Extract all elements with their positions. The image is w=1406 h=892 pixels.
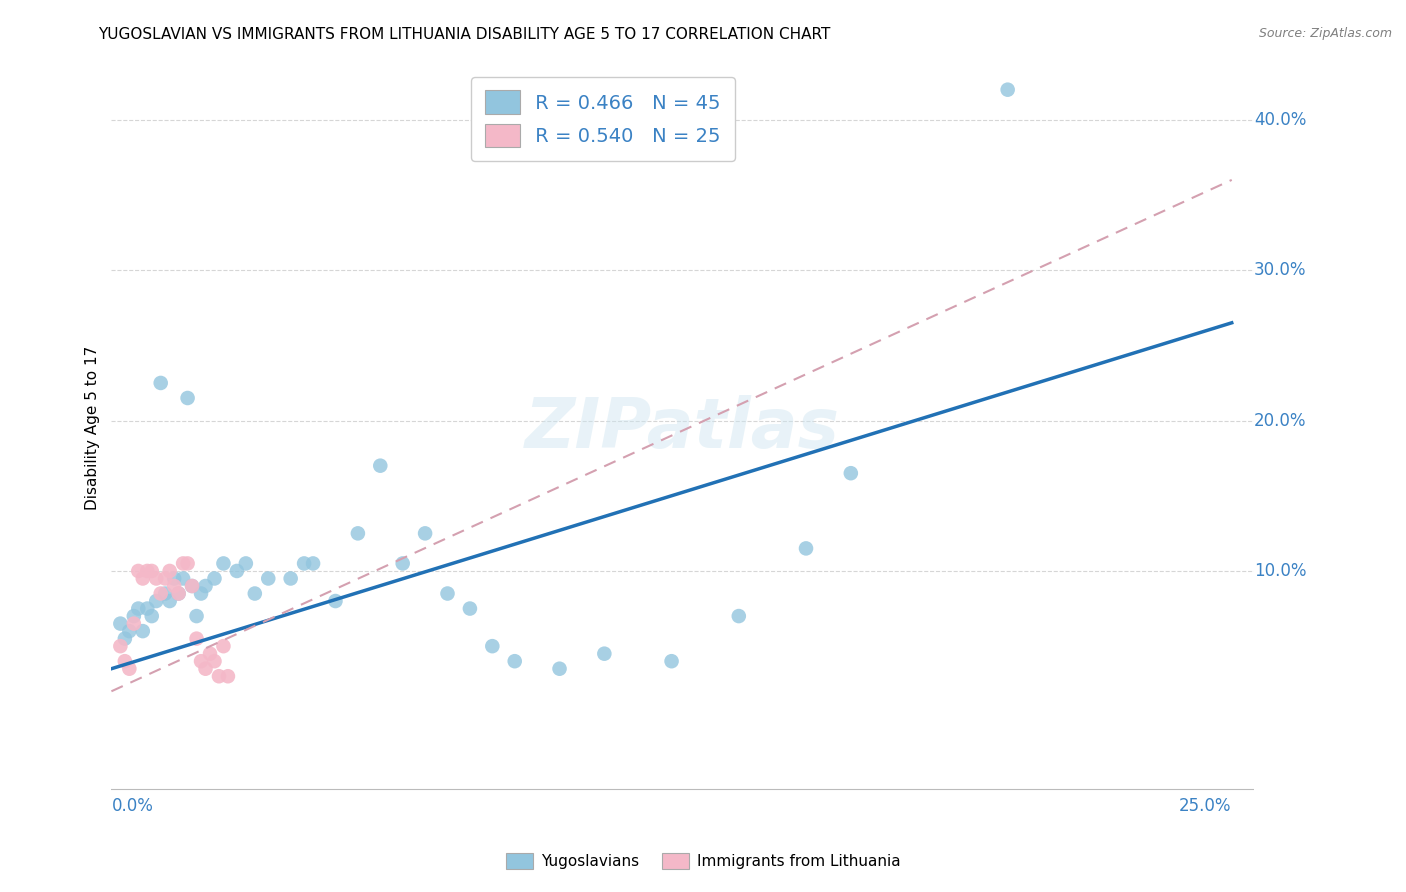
Point: [503, 654, 526, 668]
Point: [163, 579, 186, 593]
Point: [217, 669, 239, 683]
Point: [118, 662, 141, 676]
Point: [176, 557, 198, 571]
Point: [481, 639, 503, 653]
Point: [127, 601, 149, 615]
Point: [257, 572, 280, 586]
Point: [593, 647, 616, 661]
Point: [114, 632, 136, 646]
Point: [194, 579, 217, 593]
Point: [118, 624, 141, 639]
Point: [167, 586, 190, 600]
Point: [190, 654, 212, 668]
Y-axis label: Disability Age 5 to 17: Disability Age 5 to 17: [86, 346, 100, 510]
Text: ZIPatlas: ZIPatlas: [526, 394, 841, 461]
Text: 20.0%: 20.0%: [1254, 411, 1306, 430]
Point: [181, 579, 204, 593]
Point: [159, 594, 181, 608]
Point: [661, 654, 683, 668]
Point: [347, 526, 370, 541]
Point: [839, 466, 862, 480]
Point: [280, 572, 302, 586]
Point: [172, 557, 194, 571]
Point: [110, 639, 132, 653]
Point: [190, 586, 212, 600]
Point: [172, 572, 194, 586]
Point: [167, 586, 190, 600]
Point: [186, 609, 208, 624]
Text: 30.0%: 30.0%: [1254, 261, 1306, 279]
Point: [153, 586, 176, 600]
Text: 40.0%: 40.0%: [1254, 111, 1306, 128]
Point: [204, 572, 226, 586]
Point: [548, 662, 571, 676]
Point: [198, 647, 221, 661]
Point: [127, 564, 149, 578]
Text: 25.0%: 25.0%: [1180, 797, 1232, 814]
Point: [132, 624, 155, 639]
Point: [122, 616, 145, 631]
Text: 10.0%: 10.0%: [1254, 562, 1306, 580]
Text: 0.0%: 0.0%: [111, 797, 153, 814]
Point: [132, 572, 155, 586]
Legend:  R = 0.466   N = 45,  R = 0.540   N = 25: R = 0.466 N = 45, R = 0.540 N = 25: [471, 77, 734, 161]
Point: [181, 579, 204, 593]
Point: [149, 376, 172, 390]
Point: [114, 654, 136, 668]
Point: [136, 564, 159, 578]
Point: [436, 586, 458, 600]
Point: [204, 654, 226, 668]
Point: [243, 586, 266, 600]
Point: [122, 609, 145, 624]
Point: [727, 609, 749, 624]
Point: [136, 601, 159, 615]
Point: [110, 616, 132, 631]
Point: [997, 83, 1019, 97]
Point: [194, 662, 217, 676]
Point: [794, 541, 817, 556]
Text: Source: ZipAtlas.com: Source: ZipAtlas.com: [1258, 27, 1392, 40]
Point: [208, 669, 231, 683]
Point: [186, 632, 208, 646]
Point: [302, 557, 325, 571]
Point: [153, 572, 176, 586]
Text: YUGOSLAVIAN VS IMMIGRANTS FROM LITHUANIA DISABILITY AGE 5 TO 17 CORRELATION CHAR: YUGOSLAVIAN VS IMMIGRANTS FROM LITHUANIA…: [98, 27, 831, 42]
Point: [212, 557, 235, 571]
Point: [141, 609, 163, 624]
Point: [225, 564, 247, 578]
Point: [368, 458, 391, 473]
Point: [212, 639, 235, 653]
Point: [413, 526, 436, 541]
Point: [458, 601, 481, 615]
Point: [163, 572, 186, 586]
Point: [145, 594, 167, 608]
Point: [235, 557, 257, 571]
Point: [292, 557, 315, 571]
Point: [141, 564, 163, 578]
Point: [176, 391, 198, 405]
Point: [149, 586, 172, 600]
Point: [391, 557, 413, 571]
Point: [325, 594, 347, 608]
Point: [159, 564, 181, 578]
Point: [145, 572, 167, 586]
Legend: Yugoslavians, Immigrants from Lithuania: Yugoslavians, Immigrants from Lithuania: [499, 847, 907, 875]
